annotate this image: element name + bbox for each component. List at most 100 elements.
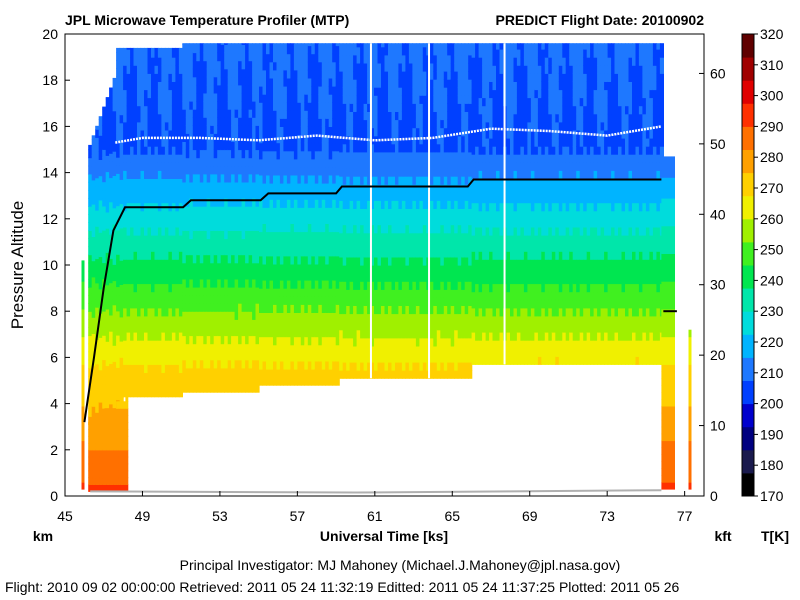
heatmap-cell bbox=[262, 263, 267, 273]
heatmap-cell bbox=[297, 158, 302, 168]
heatmap-cell bbox=[464, 265, 469, 274]
heatmap-cell bbox=[328, 215, 333, 224]
heatmap-cell bbox=[388, 353, 393, 363]
heatmap-cell bbox=[147, 315, 152, 325]
heatmap-cell bbox=[130, 299, 135, 309]
heatmap-cell bbox=[339, 256, 344, 266]
heatmap-cell bbox=[485, 170, 490, 179]
heatmap-cell bbox=[297, 320, 302, 330]
heatmap-cell bbox=[419, 273, 424, 282]
heatmap-cell bbox=[109, 161, 114, 170]
heatmap-cell bbox=[259, 45, 264, 55]
heatmap-cell bbox=[227, 76, 232, 86]
heatmap-cell bbox=[266, 239, 271, 249]
heatmap-cell bbox=[328, 183, 333, 192]
heatmap-cell bbox=[199, 133, 204, 142]
heatmap-cell bbox=[109, 306, 114, 316]
heatmap-cell bbox=[262, 247, 267, 257]
heatmap-cell bbox=[314, 360, 319, 370]
heatmap-cell bbox=[349, 111, 354, 121]
heatmap-cell bbox=[123, 315, 128, 325]
heatmap-cell bbox=[304, 134, 309, 144]
heatmap-cell bbox=[245, 141, 250, 151]
heatmap-cell bbox=[367, 216, 372, 226]
heatmap-cell bbox=[307, 134, 312, 144]
heatmap-cell bbox=[119, 179, 124, 188]
heatmap-cell bbox=[192, 141, 197, 151]
heatmap-cell bbox=[252, 327, 257, 337]
heatmap-cell bbox=[220, 206, 225, 215]
heatmap-cell bbox=[217, 68, 222, 78]
heatmap-cell bbox=[123, 154, 128, 163]
heatmap-cell bbox=[395, 200, 400, 209]
heatmap-cell bbox=[140, 251, 145, 260]
heatmap-cell bbox=[126, 307, 131, 317]
heatmap-cell bbox=[304, 77, 309, 87]
heatmap-cell bbox=[213, 117, 218, 126]
heatmap-cell bbox=[415, 62, 420, 72]
heatmap-cell bbox=[401, 240, 406, 250]
heatmap-cell bbox=[116, 132, 121, 142]
heatmap-cell bbox=[140, 210, 145, 220]
heatmap-cell bbox=[231, 76, 236, 86]
heatmap-cell bbox=[105, 114, 110, 124]
heatmap-cell bbox=[300, 158, 305, 168]
heatmap-cell bbox=[245, 295, 250, 304]
heatmap-cell bbox=[356, 46, 361, 56]
heatmap-cell bbox=[133, 121, 138, 131]
heatmap-cell bbox=[398, 103, 403, 112]
heatmap-cell bbox=[112, 256, 117, 265]
heatmap-cell bbox=[182, 157, 187, 167]
heatmap-cell bbox=[321, 271, 326, 281]
heatmap-cell bbox=[161, 121, 166, 131]
heatmap-cell bbox=[482, 307, 487, 317]
heatmap-cell bbox=[478, 178, 483, 188]
heatmap-cell bbox=[496, 235, 501, 244]
heatmap-cell bbox=[88, 173, 93, 183]
heatmap-cell bbox=[429, 151, 434, 161]
heatmap-cell bbox=[126, 162, 131, 171]
heatmap-cell bbox=[391, 176, 396, 185]
heatmap-cell bbox=[91, 155, 96, 165]
heatmap-cell bbox=[363, 168, 368, 177]
heatmap-cell bbox=[300, 110, 305, 119]
heatmap-cell bbox=[151, 323, 156, 333]
heatmap-cell bbox=[422, 345, 427, 355]
heatmap-cell bbox=[266, 174, 271, 184]
heatmap-cell bbox=[217, 238, 222, 248]
heatmap-cell bbox=[478, 226, 483, 236]
heatmap-cell bbox=[133, 178, 138, 188]
heatmap-cell bbox=[335, 166, 340, 176]
heatmap-cell bbox=[217, 149, 222, 159]
heatmap-cell bbox=[203, 246, 208, 256]
heatmap-cell bbox=[370, 313, 375, 323]
heatmap-cell bbox=[391, 46, 396, 56]
heatmap-cell bbox=[422, 143, 427, 153]
heatmap-cell bbox=[119, 114, 124, 124]
heatmap-cell bbox=[415, 200, 420, 209]
heatmap-cell bbox=[405, 313, 410, 323]
heatmap-cell bbox=[374, 43, 379, 48]
heatmap-cell bbox=[255, 68, 260, 78]
heatmap-cell bbox=[119, 195, 124, 205]
heatmap-cell bbox=[252, 60, 257, 70]
heatmap-cell bbox=[168, 210, 173, 220]
heatmap-cell bbox=[98, 264, 103, 274]
heatmap-cell bbox=[450, 208, 455, 218]
heatmap-cell bbox=[157, 364, 162, 373]
heatmap-cell bbox=[252, 44, 257, 54]
heatmap-cell bbox=[259, 207, 264, 216]
heatmap-cell bbox=[370, 200, 375, 209]
heatmap-cell bbox=[325, 110, 330, 119]
heatmap-cell bbox=[447, 71, 452, 80]
heatmap-cell bbox=[238, 384, 243, 393]
heatmap-cell bbox=[468, 192, 473, 201]
heatmap-cell bbox=[248, 359, 253, 369]
heatmap-cell bbox=[144, 162, 149, 171]
heatmap-cell bbox=[485, 194, 490, 204]
heatmap-cell bbox=[182, 238, 187, 248]
heatmap-cell bbox=[374, 46, 379, 56]
heatmap-cell bbox=[297, 45, 302, 55]
heatmap-cell bbox=[489, 299, 494, 309]
heatmap-cell bbox=[130, 323, 135, 333]
